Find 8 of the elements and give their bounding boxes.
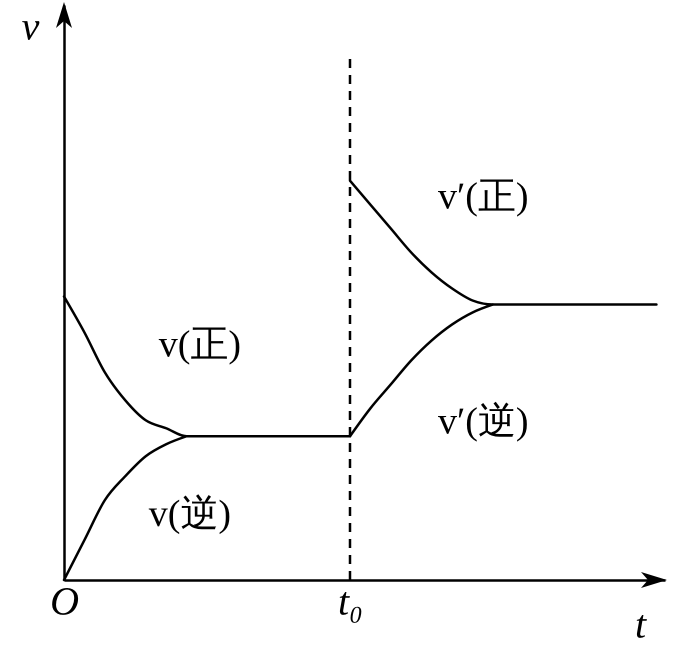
x-tick-label: t₀ <box>338 578 364 624</box>
y-axis-title: v <box>22 4 40 48</box>
x-tick-label: O <box>50 578 79 624</box>
series-label: v(正) <box>158 323 242 366</box>
series-label: v(逆) <box>148 493 232 536</box>
series-label: v′(正) <box>438 176 529 218</box>
x-axis-title: t <box>634 602 647 646</box>
series-label: v′(逆) <box>438 400 529 442</box>
